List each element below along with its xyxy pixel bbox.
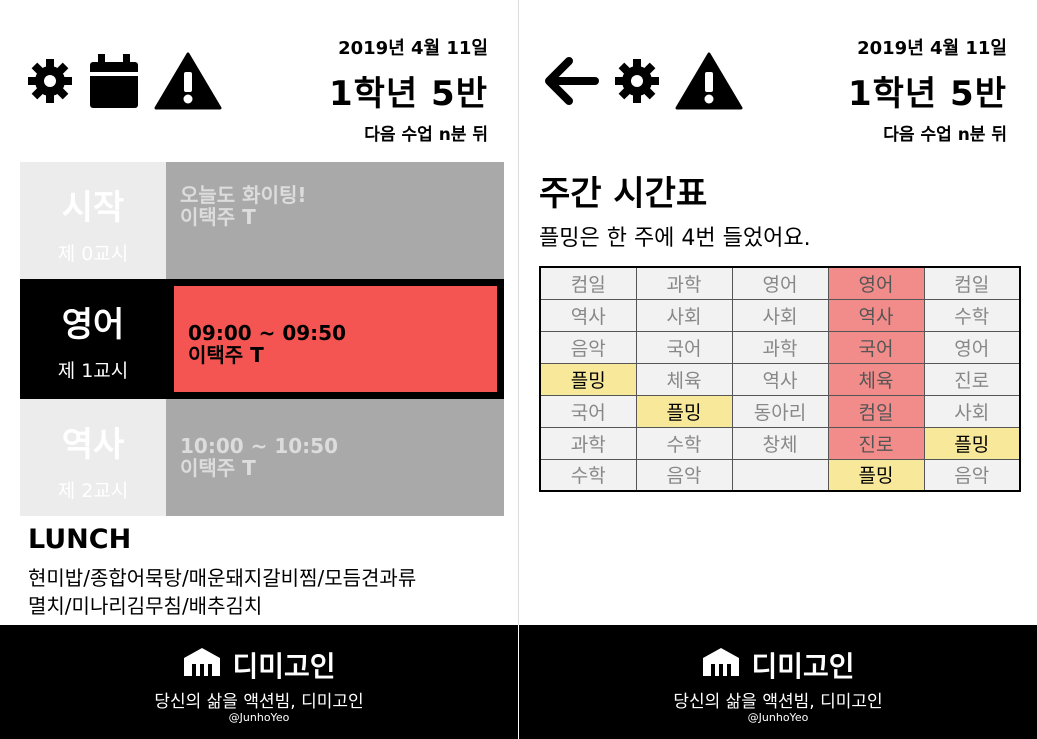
- timetable-cell[interactable]: 음악: [923, 458, 1021, 492]
- school-logo-icon: [182, 646, 222, 685]
- timetable-row: 과학 수학 창체 진로 플밍: [539, 426, 1021, 460]
- timetable-cell[interactable]: 수학: [635, 426, 733, 460]
- author-handle[interactable]: @JunhoYeo: [228, 711, 290, 724]
- timetable-cell[interactable]: 사회: [635, 298, 733, 332]
- header-icons: [26, 52, 222, 110]
- warning-icon[interactable]: [675, 52, 743, 110]
- back-arrow-icon[interactable]: [543, 57, 599, 105]
- period-info: 오늘도 화이팅! 이택주 T: [166, 162, 504, 279]
- timetable-cell[interactable]: 역사: [731, 362, 829, 396]
- next-class-label: 다음 수업 n분 뒤: [883, 125, 1007, 145]
- brand-name: 디미고인: [232, 650, 336, 683]
- timetable-cell[interactable]: 과학: [539, 426, 637, 460]
- brand: 디미고인: [519, 645, 1037, 685]
- slogan: 당신의 삶을 액션빔, 디미고인: [673, 692, 883, 712]
- timetable-cell[interactable]: 수학: [539, 458, 637, 492]
- period-name: 영어: [61, 305, 125, 345]
- calendar-icon[interactable]: [88, 52, 140, 110]
- timetable-cell[interactable]: 과학: [635, 266, 733, 300]
- timetable-row: 플밍 체육 역사 체육 진로: [539, 362, 1021, 396]
- timetable-cell[interactable]: 플밍: [923, 426, 1021, 460]
- timetable-cell[interactable]: 과학: [731, 330, 829, 364]
- timetable-cell[interactable]: 국어: [827, 330, 925, 364]
- period-number: 제 0교시: [57, 243, 129, 265]
- timetable-cell[interactable]: 컴일: [539, 266, 637, 300]
- timetable-cell[interactable]: 창체: [731, 426, 829, 460]
- period-teacher: 이택주 T: [180, 205, 256, 229]
- timetable-cell[interactable]: 동아리: [731, 394, 829, 428]
- timetable-cell[interactable]: 국어: [635, 330, 733, 364]
- timetable-cell[interactable]: 컴일: [923, 266, 1021, 300]
- timetable-cell[interactable]: [731, 458, 829, 492]
- period-label: 영어 제 1교시: [20, 279, 166, 399]
- timetable-cell[interactable]: 역사: [539, 298, 637, 332]
- period-number: 제 2교시: [57, 480, 129, 502]
- timetable-cell[interactable]: 사회: [923, 394, 1021, 428]
- brand-name: 디미고인: [751, 650, 855, 683]
- timetable-cell[interactable]: 진로: [923, 362, 1021, 396]
- footer: 디미고인 당신의 삶을 액션빔, 디미고인 @JunhoYeo: [0, 625, 518, 739]
- timetable-cell[interactable]: 수학: [923, 298, 1021, 332]
- class-label: 1학년 5반: [329, 74, 488, 114]
- period-teacher: 이택주 T: [188, 343, 264, 367]
- weekly-screen: 2019년 4월 11일 1학년 5반 다음 수업 n분 뒤 주간 시간표 플밍…: [519, 0, 1037, 739]
- next-class-label: 다음 수업 n분 뒤: [364, 125, 488, 145]
- school-logo-icon: [701, 646, 741, 685]
- timetable-row: 컴일 과학 영어 영어 컴일: [539, 266, 1021, 300]
- timetable-cell[interactable]: 플밍: [827, 458, 925, 492]
- timetable-cell[interactable]: 플밍: [539, 362, 637, 396]
- period-info: 09:00 ~ 09:50 이택주 T: [172, 284, 499, 394]
- brand: 디미고인: [0, 645, 518, 685]
- timetable-cell[interactable]: 사회: [731, 298, 829, 332]
- period-label: 시작 제 0교시: [20, 162, 166, 279]
- slogan: 당신의 삶을 액션빔, 디미고인: [154, 692, 364, 712]
- author-handle[interactable]: @JunhoYeo: [747, 711, 809, 724]
- weekly-title: 주간 시간표: [539, 174, 708, 214]
- period-row-1-current[interactable]: 영어 제 1교시 09:00 ~ 09:50 이택주 T: [20, 279, 504, 399]
- footer: 디미고인 당신의 삶을 액션빔, 디미고인 @JunhoYeo: [519, 625, 1037, 739]
- weekly-timetable: 컴일 과학 영어 영어 컴일 역사 사회 사회 역사 수학 음악 국어 과학 국어 영어 플밍 체육 역사 체육 진로…: [539, 266, 1021, 492]
- date-label: 2019년 4월 11일: [338, 38, 488, 59]
- timetable-cell[interactable]: 국어: [539, 394, 637, 428]
- lunch-menu-line-1: 현미밥/종합어묵탕/매운돼지갈비찜/모듬견과류: [28, 566, 417, 590]
- period-number: 제 1교시: [57, 360, 129, 382]
- period-teacher: 이택주 T: [180, 456, 256, 480]
- date-label: 2019년 4월 11일: [857, 38, 1007, 59]
- period-time: 10:00 ~ 10:50: [180, 434, 339, 458]
- gear-icon[interactable]: [26, 57, 74, 105]
- period-row-2[interactable]: 역사 제 2교시 10:00 ~ 10:50 이택주 T: [20, 399, 504, 516]
- screen-divider: [518, 0, 519, 625]
- period-time: 오늘도 화이팅!: [180, 183, 307, 207]
- warning-icon[interactable]: [154, 52, 222, 110]
- timetable-row: 수학 음악 플밍 음악: [539, 458, 1021, 492]
- timetable-cell[interactable]: 체육: [827, 362, 925, 396]
- lunch-title: LUNCH: [28, 524, 132, 555]
- lunch-menu-line-2: 멸치/미나리김무침/배추김치: [28, 594, 263, 618]
- timetable-cell[interactable]: 체육: [635, 362, 733, 396]
- timetable-cell[interactable]: 음악: [539, 330, 637, 364]
- timetable-cell[interactable]: 컴일: [827, 394, 925, 428]
- timetable-row: 국어 플밍 동아리 컴일 사회: [539, 394, 1021, 428]
- timetable-cell[interactable]: 영어: [827, 266, 925, 300]
- timetable-cell[interactable]: 플밍: [635, 394, 733, 428]
- period-time: 09:00 ~ 09:50: [188, 321, 347, 345]
- period-label: 역사 제 2교시: [20, 399, 166, 516]
- weekly-subtitle: 플밍은 한 주에 4번 들었어요.: [539, 226, 811, 251]
- period-name: 시작: [61, 188, 125, 228]
- class-label: 1학년 5반: [848, 74, 1007, 114]
- timetable-cell[interactable]: 음악: [635, 458, 733, 492]
- daily-screen: 2019년 4월 11일 1학년 5반 다음 수업 n분 뒤 시작 제 0교시 …: [0, 0, 518, 739]
- timetable-cell[interactable]: 영어: [923, 330, 1021, 364]
- timetable-row: 역사 사회 사회 역사 수학: [539, 298, 1021, 332]
- gear-icon[interactable]: [613, 57, 661, 105]
- period-row-0[interactable]: 시작 제 0교시 오늘도 화이팅! 이택주 T: [20, 162, 504, 279]
- period-info: 10:00 ~ 10:50 이택주 T: [166, 399, 504, 516]
- period-name: 역사: [61, 425, 125, 465]
- timetable-cell[interactable]: 진로: [827, 426, 925, 460]
- timetable-cell[interactable]: 영어: [731, 266, 829, 300]
- timetable-row: 음악 국어 과학 국어 영어: [539, 330, 1021, 364]
- timetable-cell[interactable]: 역사: [827, 298, 925, 332]
- header-icons: [543, 52, 743, 110]
